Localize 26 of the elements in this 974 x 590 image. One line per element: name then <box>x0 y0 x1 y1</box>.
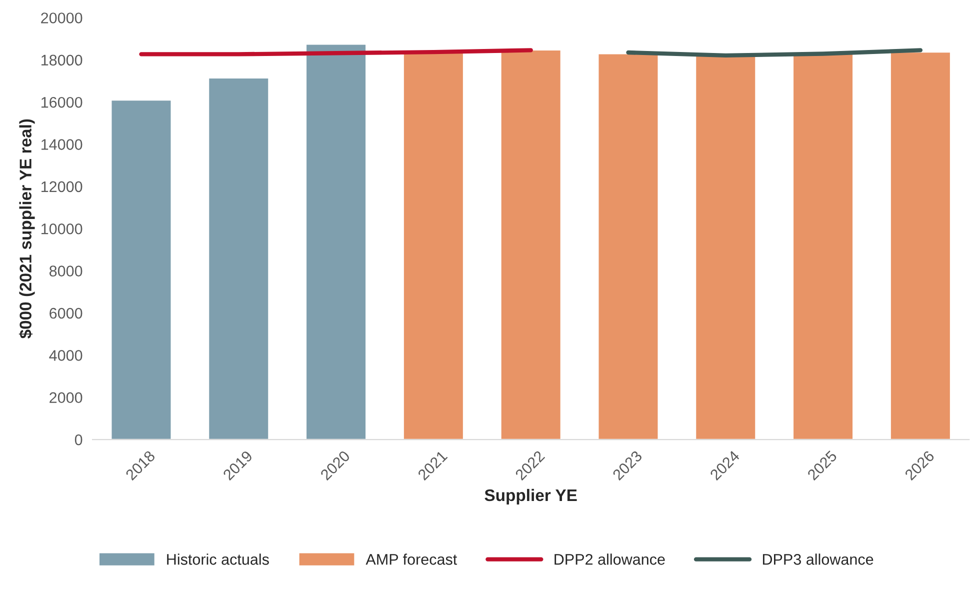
y-tick-label: 0 <box>74 434 82 446</box>
y-tick-label: 20000 <box>41 12 82 24</box>
y-axis-title: $000 (2021 supplier YE real) <box>18 119 35 338</box>
bar <box>110 99 172 440</box>
legend-label: DPP2 allowance <box>554 554 665 565</box>
y-tick-label: 16000 <box>41 96 82 108</box>
y-tick-label: 2000 <box>50 392 82 404</box>
bar <box>305 43 367 440</box>
bar <box>500 49 562 440</box>
y-tick-label: 12000 <box>41 181 82 192</box>
y-tick-label: 14000 <box>41 139 82 150</box>
bar <box>597 52 660 440</box>
bar <box>402 52 464 440</box>
y-tick-label: 10000 <box>41 223 82 234</box>
legend-label: Historic actuals <box>167 554 269 565</box>
bar <box>694 54 757 440</box>
legend-label: DPP3 allowance <box>762 554 874 565</box>
y-tick-label: 4000 <box>49 350 82 361</box>
bar <box>890 51 952 440</box>
y-tick-label: 6000 <box>50 308 82 319</box>
y-tick-label: 8000 <box>49 266 82 276</box>
bar <box>792 53 854 440</box>
x-axis-title: Supplier YE <box>484 488 577 504</box>
legend-label: AMP forecast <box>366 554 458 565</box>
y-tick-label: 18000 <box>41 54 82 66</box>
bar <box>208 77 270 440</box>
